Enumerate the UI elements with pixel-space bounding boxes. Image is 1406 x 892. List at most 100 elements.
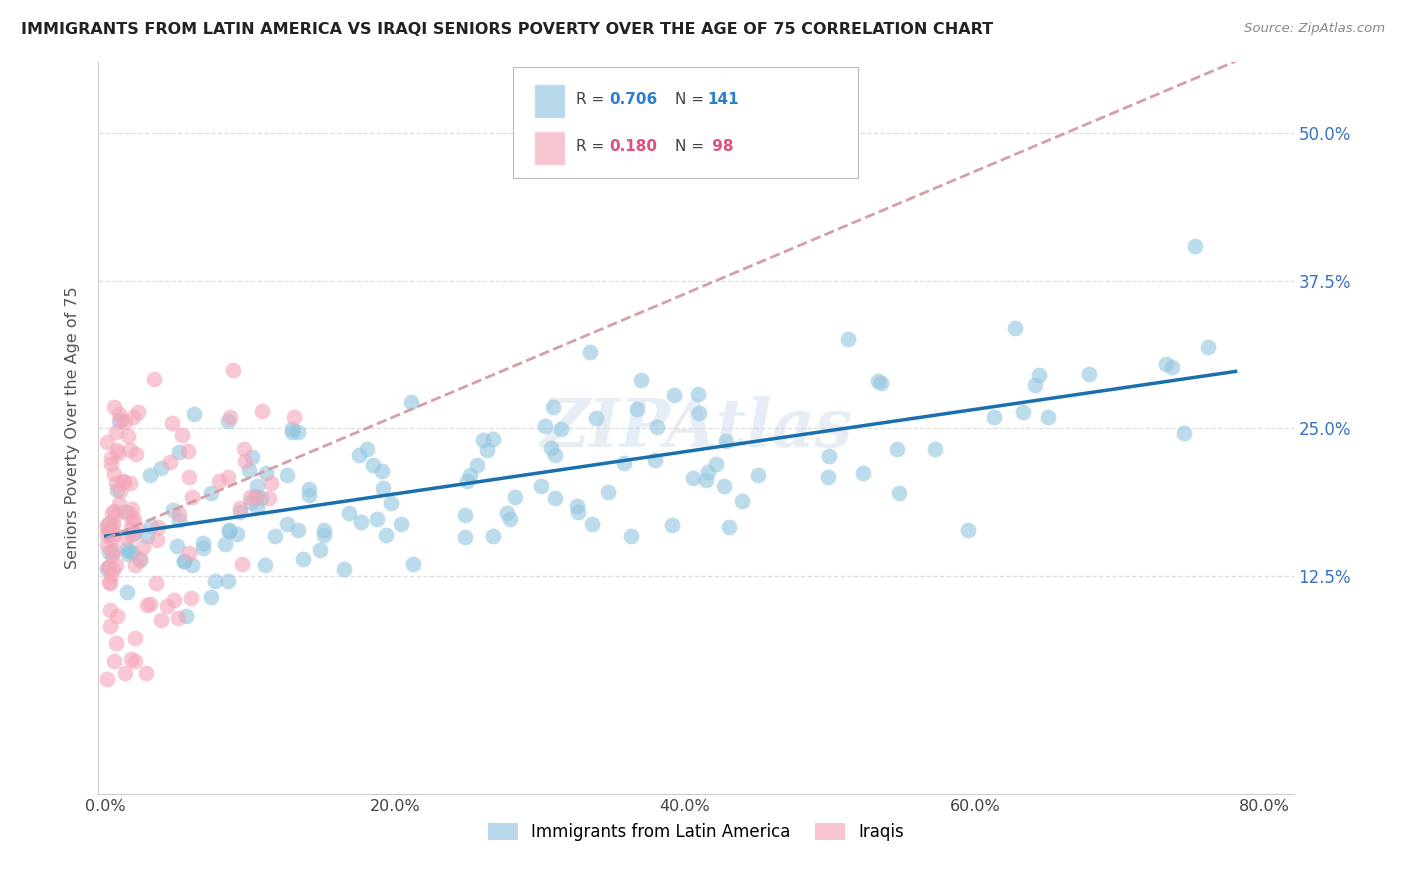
Point: [475, 443, 498, 458]
Point: [96, 562, 118, 576]
Point: [454, 530, 477, 544]
Point: [612, 456, 634, 470]
Text: R =: R =: [576, 92, 610, 107]
Point: [1012, 405, 1035, 419]
Point: [366, 512, 388, 526]
Point: [314, 528, 336, 542]
Point: [361, 458, 384, 472]
Point: [204, 574, 226, 589]
Point: [111, 474, 134, 488]
Point: [105, 558, 128, 572]
Point: [181, 558, 204, 573]
Point: [183, 407, 205, 421]
Point: [132, 540, 155, 554]
Point: [644, 452, 666, 467]
Point: [238, 490, 260, 504]
Point: [458, 467, 481, 482]
Point: [146, 533, 169, 547]
Point: [101, 507, 124, 521]
Point: [159, 455, 181, 469]
Point: [543, 448, 565, 462]
Point: [180, 490, 202, 504]
Point: [250, 491, 273, 505]
Point: [1078, 368, 1101, 382]
Point: [695, 474, 717, 488]
Point: [375, 527, 398, 541]
Point: [135, 529, 157, 543]
Point: [389, 516, 412, 531]
Point: [97, 516, 120, 530]
Point: [101, 545, 124, 559]
Point: [160, 416, 183, 430]
Point: [240, 450, 263, 464]
Point: [98, 619, 121, 633]
Point: [218, 524, 240, 539]
Point: [371, 481, 394, 495]
Point: [264, 529, 287, 543]
Point: [1154, 357, 1177, 371]
Point: [356, 442, 378, 456]
Point: [114, 505, 136, 519]
Point: [818, 450, 841, 464]
Point: [135, 665, 157, 680]
Point: [207, 474, 229, 488]
Point: [214, 537, 236, 551]
Point: [565, 499, 588, 513]
Point: [276, 468, 298, 483]
Point: [103, 526, 125, 541]
Point: [100, 457, 122, 471]
Point: [371, 464, 394, 478]
Text: IMMIGRANTS FROM LATIN AMERICA VS IRAQI SENIORS POVERTY OVER THE AGE OF 75 CORREL: IMMIGRANTS FROM LATIN AMERICA VS IRAQI S…: [21, 22, 993, 37]
Point: [124, 558, 146, 572]
Point: [100, 450, 122, 465]
Point: [682, 471, 704, 485]
Point: [697, 465, 720, 479]
Point: [281, 422, 304, 436]
Point: [145, 576, 167, 591]
Text: 141: 141: [707, 92, 738, 107]
Point: [983, 410, 1005, 425]
Point: [124, 631, 146, 645]
Point: [596, 485, 619, 500]
Point: [544, 491, 567, 506]
Point: [96, 520, 118, 534]
Y-axis label: Seniors Poverty Over the Age of 75: Seniors Poverty Over the Age of 75: [65, 287, 80, 569]
Point: [127, 522, 149, 536]
Point: [254, 558, 277, 573]
Point: [107, 414, 129, 428]
Point: [117, 541, 139, 556]
Point: [661, 518, 683, 533]
Point: [550, 422, 572, 436]
Point: [127, 404, 149, 418]
Point: [105, 483, 128, 497]
Point: [337, 507, 360, 521]
Point: [142, 371, 165, 385]
Point: [150, 613, 173, 627]
Point: [117, 547, 139, 561]
Point: [108, 497, 131, 511]
Point: [886, 442, 908, 456]
Point: [688, 387, 710, 401]
Point: [243, 489, 266, 503]
Point: [1004, 320, 1026, 334]
Point: [121, 410, 143, 425]
Point: [218, 524, 240, 538]
Point: [128, 552, 150, 566]
Point: [380, 496, 402, 510]
Point: [924, 442, 946, 456]
Point: [402, 558, 425, 572]
Point: [887, 486, 910, 500]
Point: [124, 654, 146, 668]
Point: [254, 466, 277, 480]
Point: [124, 525, 146, 540]
Point: [104, 507, 127, 521]
Text: 0.180: 0.180: [609, 139, 657, 154]
Point: [167, 512, 190, 526]
Point: [626, 402, 648, 417]
Point: [714, 434, 737, 449]
Point: [100, 549, 122, 563]
Point: [177, 470, 200, 484]
Point: [454, 508, 477, 522]
Point: [817, 470, 839, 484]
Point: [276, 516, 298, 531]
